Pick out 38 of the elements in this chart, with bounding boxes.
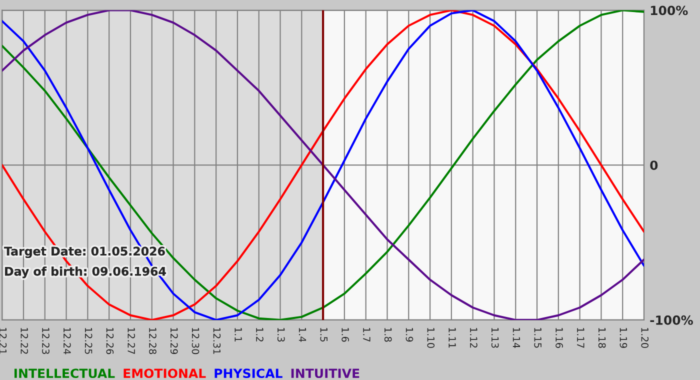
x-tick-label: 12.24 xyxy=(64,328,71,354)
x-tick-label: 12.29 xyxy=(170,328,178,354)
y-tick-label: 100% xyxy=(650,6,688,16)
x-tick-label: 1.18 xyxy=(598,328,606,348)
x-tick-label: 1.16 xyxy=(556,328,563,348)
x-tick-label: 1.2 xyxy=(256,328,264,342)
x-tick-label: 1.1 xyxy=(234,328,242,342)
x-tick-label: 1.15 xyxy=(534,328,542,348)
x-tick-label: 1.4 xyxy=(298,328,306,342)
text: INTUITIVE xyxy=(291,368,360,378)
text: INTELLECTUAL xyxy=(14,368,115,378)
y-tick-label: -100% xyxy=(650,315,693,325)
x-tick-label: 12.30 xyxy=(192,328,200,354)
text: PHYSICAL xyxy=(214,368,282,378)
x-tick-label: 12.28 xyxy=(149,328,156,354)
x-tick-label: 12.27 xyxy=(128,328,136,354)
x-tick-label: 1.17 xyxy=(577,328,584,348)
x-tick-label: 12.25 xyxy=(84,328,92,354)
x-tick-label: 1.14 xyxy=(512,328,520,348)
x-tick-label: 1.10 xyxy=(427,328,435,348)
x-tick-label: 1.19 xyxy=(620,328,628,348)
x-tick-label: 1.20 xyxy=(641,328,649,348)
x-tick-label: 1.13 xyxy=(491,328,499,348)
x-tick-label: 1.9 xyxy=(406,328,414,342)
x-tick-label: 1.12 xyxy=(470,328,478,348)
y-tick-label: 0 xyxy=(650,160,658,170)
x-tick-label: 1.8 xyxy=(384,328,392,342)
line-series xyxy=(2,10,644,320)
x-tick-label: 12.26 xyxy=(106,328,114,354)
x-tick-label: 12.22 xyxy=(20,328,28,354)
text: EMOTIONAL xyxy=(124,368,206,378)
x-tick-label: 12.31 xyxy=(213,328,221,354)
x-tick-label: 1.11 xyxy=(448,328,456,348)
x-tick-label: 12.23 xyxy=(42,328,50,354)
x-tick-label: 1.7 xyxy=(363,328,370,342)
x-tick-label: 1.5 xyxy=(320,328,328,342)
x-tick-label: 1.3 xyxy=(277,328,285,342)
x-tick-label: 1.6 xyxy=(342,328,349,342)
